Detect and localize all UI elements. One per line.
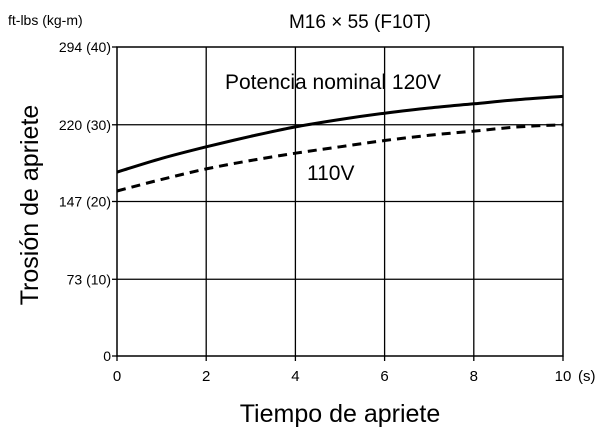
x-tick-label: 6: [380, 368, 388, 385]
y-tick-label: 0: [103, 348, 111, 364]
series-label-120v: Potencia nominal 120V: [225, 71, 441, 94]
x-tick-label: 8: [470, 368, 478, 385]
chart-title: M16 × 55 (F10T): [289, 12, 431, 33]
y-tick-label: 294 (40): [59, 39, 111, 55]
x-tick-label: 0: [113, 368, 121, 385]
plot-frame: [116, 46, 564, 357]
tick-labels: 0 2 4 6 8 10 0 73 (10) 147 (20) 220 (30) 294 (40): [59, 39, 572, 385]
y-axis-label: Trosión de apriete: [16, 105, 44, 306]
series-line-0: [116, 94, 564, 174]
x-axis-label: Tiempo de apriete: [240, 400, 441, 428]
x-tick-label: 10: [555, 368, 572, 385]
y-tick-label: 220 (30): [59, 117, 111, 133]
y-tick-label: 73 (10): [67, 271, 111, 287]
x-tick-label: 4: [291, 368, 299, 385]
y-tick-label: 147 (20): [59, 194, 111, 210]
x-tick-label: 2: [202, 368, 210, 385]
x-unit-label: (s): [578, 368, 596, 385]
series-lines: [116, 94, 564, 193]
series-label-110v: 110V: [307, 162, 355, 185]
series-line-1: [116, 123, 564, 193]
y-unit-label: ft-lbs (kg-m): [8, 12, 83, 28]
grid: [112, 46, 564, 361]
